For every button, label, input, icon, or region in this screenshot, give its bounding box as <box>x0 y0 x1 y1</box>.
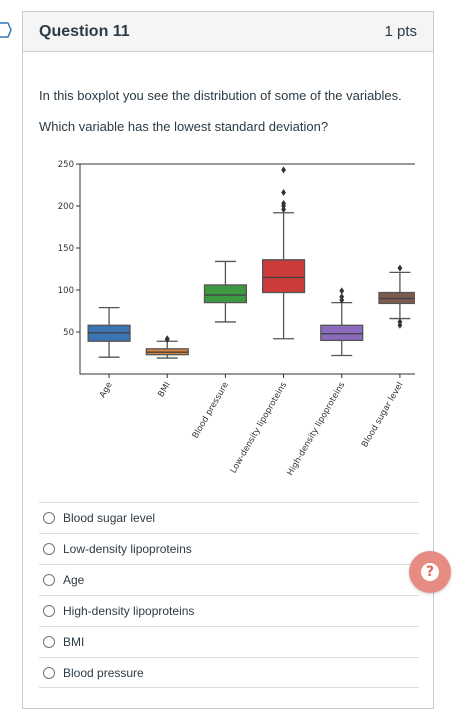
boxplot-chart: 50 100 150 200 250 Age BMI Blood pressureLow-de… <box>58 160 415 478</box>
radio-button[interactable] <box>43 512 55 524</box>
box-blood-pressure <box>203 284 248 304</box>
answer-label: High-density lipoproteins <box>63 604 195 618</box>
question-header: Question 11 1 pts <box>23 12 433 52</box>
x-tick-label: Age <box>98 381 115 400</box>
outlier-point <box>397 264 403 272</box>
answer-option-high-density-lipoproteins[interactable]: High-density lipoproteins <box>39 595 419 626</box>
radio-button[interactable] <box>43 574 55 586</box>
question-card: Question 11 1 pts In this boxplot you se… <box>22 11 434 709</box>
outlier-point <box>281 199 286 207</box>
plot-area <box>79 163 415 375</box>
answer-option-blood-pressure[interactable]: Blood pressure <box>39 657 419 688</box>
x-tick-label: Blood sugar level <box>360 381 405 450</box>
y-tick-label: 200 <box>58 202 74 212</box>
y-tick-label: 250 <box>58 160 74 170</box>
radio-button[interactable] <box>43 666 55 679</box>
outlier-point <box>339 293 345 301</box>
outlier-point <box>397 318 403 326</box>
answer-label: Age <box>63 573 85 587</box>
question-points: 1 pts <box>384 23 417 40</box>
question-text: In this boxplot you see the distribution… <box>39 87 424 136</box>
answer-option-age[interactable]: Age <box>39 564 419 595</box>
y-tick-label: 150 <box>58 244 74 254</box>
radio-button[interactable] <box>43 543 55 555</box>
radio-button[interactable] <box>43 636 55 648</box>
outlier-point <box>339 287 345 295</box>
x-tick-label: High-density lipoproteins <box>285 380 347 478</box>
outlier-point <box>281 189 286 197</box>
x-tick-label: BMI <box>156 381 172 400</box>
answer-option-blood-sugar-level[interactable]: Blood sugar level <box>39 502 419 533</box>
box-low-density-lipoproteins <box>261 259 306 294</box>
outlier-point <box>281 166 286 174</box>
question-title: Question 11 <box>39 22 130 40</box>
question-ask: Which variable has the lowest standard d… <box>39 119 329 134</box>
x-tick-label: Blood pressure <box>191 381 231 441</box>
outlier-point <box>164 335 170 343</box>
question-prompt: In this boxplot you see the distribution… <box>39 88 402 103</box>
answer-list: Blood sugar level Low-density lipoprotei… <box>39 502 419 688</box>
y-tick-label: 100 <box>58 286 74 296</box>
question-flag-icon[interactable] <box>0 22 12 38</box>
answer-label: Blood pressure <box>63 665 144 680</box>
help-button[interactable]: ? <box>409 551 451 593</box>
box-high-density-lipoproteins <box>320 324 364 342</box>
answer-option-low-density-lipoproteins[interactable]: Low-density lipoproteins <box>39 533 419 564</box>
answer-label: Low-density lipoproteins <box>63 542 192 556</box>
answer-option-bmi[interactable]: BMI <box>39 626 419 657</box>
answer-label: Blood sugar level <box>63 511 156 525</box>
answer-label: BMI <box>63 635 85 649</box>
question-mark-icon: ? <box>421 563 439 581</box>
x-tick-label: Low-density lipoproteins <box>229 380 290 475</box>
y-tick-label: 50 <box>63 328 74 338</box>
radio-button[interactable] <box>43 605 55 617</box>
